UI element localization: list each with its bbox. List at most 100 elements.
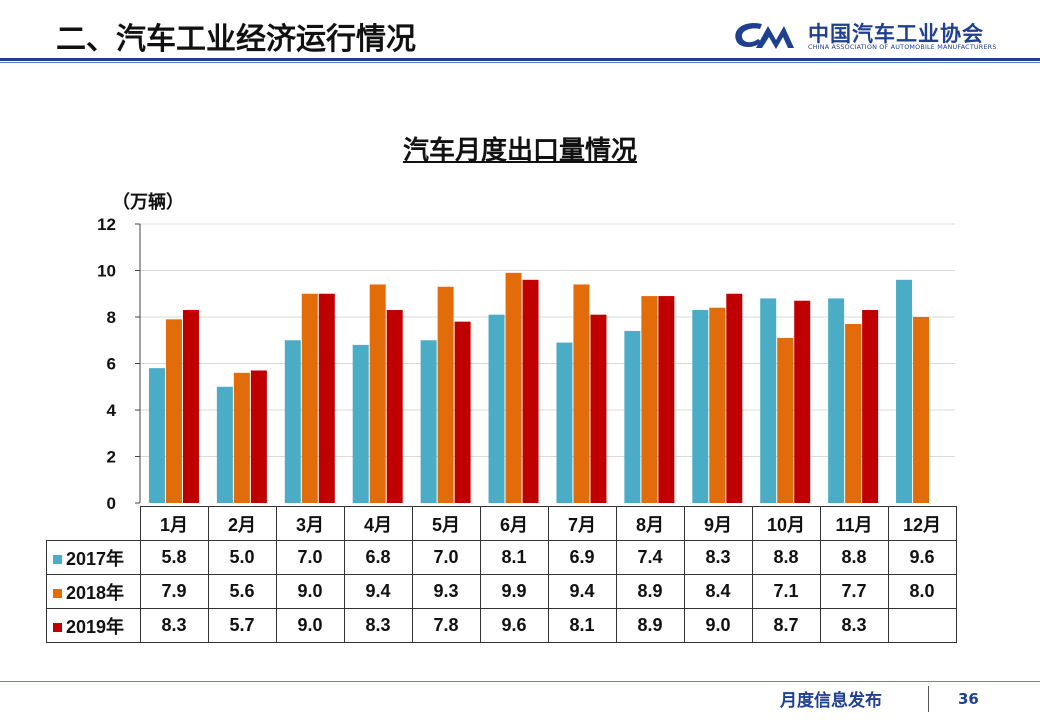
bar-2019年-3月 <box>318 293 335 503</box>
bar-2018年-11月 <box>845 323 862 503</box>
bar-2017年-1月 <box>148 368 165 503</box>
data-label: 9.4 <box>547 574 617 609</box>
data-label: 5.7 <box>207 608 277 643</box>
data-label: 9.0 <box>275 608 345 643</box>
chart-title: 汽车月度出口量情况 <box>402 136 637 166</box>
footer-label: 月度信息发布 <box>780 691 882 711</box>
category-label: 8月 <box>615 506 685 541</box>
bar-2017年-6月 <box>488 314 505 503</box>
category-label: 7月 <box>547 506 617 541</box>
logo-text-en: CHINA ASSOCIATION OF AUTOMOBILE MANUFACT… <box>808 43 997 51</box>
data-label: 8.3 <box>683 540 753 575</box>
category-label: 2月 <box>207 506 277 541</box>
bar-2019年-2月 <box>250 370 267 503</box>
data-label: 8.3 <box>343 608 413 643</box>
bar-2017年-12月 <box>896 279 913 503</box>
data-label: 9.6 <box>479 608 549 643</box>
category-label: 10月 <box>751 506 821 541</box>
bar-2019年-4月 <box>386 310 403 503</box>
data-label: 6.9 <box>547 540 617 575</box>
data-label: 7.1 <box>751 574 821 609</box>
bar-2017年-2月 <box>216 386 233 503</box>
bar-2019年-5月 <box>454 321 471 503</box>
y-tick-label: 4 <box>107 401 117 420</box>
data-label: 5.0 <box>207 540 277 575</box>
y-tick-label: 10 <box>97 262 116 281</box>
data-label: 5.8 <box>139 540 209 575</box>
bar-2018年-3月 <box>301 293 318 503</box>
y-tick-label: 0 <box>107 494 116 513</box>
bar-2019年-6月 <box>522 279 539 503</box>
caam-logo: 中国汽车工业协会 CHINA ASSOCIATION OF AUTOMOBILE… <box>732 18 1002 54</box>
data-label: 7.4 <box>615 540 685 575</box>
bar-2018年-5月 <box>437 286 454 503</box>
category-label: 1月 <box>139 506 209 541</box>
y-tick-label: 2 <box>107 448 116 467</box>
bar-2018年-12月 <box>913 317 930 503</box>
footer-vertical-divider <box>928 686 929 712</box>
header-divider-thin <box>0 62 1040 63</box>
bar-2018年-8月 <box>641 296 658 503</box>
bar-2017年-4月 <box>352 344 369 503</box>
legend-swatch <box>53 623 62 633</box>
legend-swatch <box>53 555 62 565</box>
table-corner <box>46 506 141 541</box>
data-label: 7.0 <box>275 540 345 575</box>
data-label: 8.8 <box>819 540 889 575</box>
table-row: 2018年 7.9 5.6 9.0 9.4 9.3 9.9 9.4 8.9 8.4 7.1 7.7 8.… <box>46 574 957 609</box>
legend-label: 2017年 <box>66 548 125 569</box>
category-label: 5月 <box>411 506 481 541</box>
bar-2017年-3月 <box>284 340 301 503</box>
data-label: 7.0 <box>411 540 481 575</box>
bar-2017年-8月 <box>624 330 641 503</box>
y-tick-label: 6 <box>107 355 116 374</box>
category-label: 11月 <box>819 506 889 541</box>
legend-entry: 2017年 <box>46 540 141 575</box>
bar-2019年-11月 <box>862 310 879 503</box>
bar-2017年-10月 <box>760 298 777 503</box>
bar-2018年-6月 <box>505 272 522 503</box>
header-divider <box>0 58 1040 61</box>
y-axis-unit-label: （万辆） <box>112 192 184 213</box>
data-label: 7.7 <box>819 574 889 609</box>
bar-2017年-7月 <box>556 342 573 503</box>
bar-2019年-1月 <box>182 310 199 503</box>
bar-2017年-11月 <box>828 298 845 503</box>
data-label: 8.3 <box>139 608 209 643</box>
data-label: 9.9 <box>479 574 549 609</box>
bar-2018年-4月 <box>369 284 386 503</box>
bar-2017年-9月 <box>692 310 709 503</box>
bar-2018年-10月 <box>777 337 794 503</box>
data-label: 9.3 <box>411 574 481 609</box>
data-label: 9.4 <box>343 574 413 609</box>
bar-2018年-9月 <box>709 307 726 503</box>
category-label: 12月 <box>887 506 957 541</box>
data-label: 8.3 <box>819 608 889 643</box>
table-header-row: 1月 2月 3月 4月 5月 6月 7月 8月 9月 10月 11月 12月 <box>46 506 957 541</box>
bar-2018年-7月 <box>573 284 590 503</box>
data-label: 8.0 <box>887 574 957 609</box>
y-tick-label: 12 <box>97 215 116 234</box>
category-label: 3月 <box>275 506 345 541</box>
data-label: 9.0 <box>275 574 345 609</box>
legend-label: 2019年 <box>66 616 125 637</box>
legend-swatch <box>53 589 62 599</box>
legend-entry: 2019年 <box>46 608 141 643</box>
table-row: 2019年 8.3 5.7 9.0 8.3 7.8 9.6 8.1 8.9 9.0 8.7 8.3 <box>46 608 957 643</box>
data-label: 8.7 <box>751 608 821 643</box>
data-label: 5.6 <box>207 574 277 609</box>
legend-label: 2018年 <box>66 582 125 603</box>
bar-2019年-7月 <box>590 314 607 503</box>
footer-divider <box>0 681 1040 682</box>
data-label: 9.6 <box>887 540 957 575</box>
data-label: 8.4 <box>683 574 753 609</box>
data-label <box>887 608 957 643</box>
bar-2018年-1月 <box>165 319 182 503</box>
data-table: 1月 2月 3月 4月 5月 6月 7月 8月 9月 10月 11月 12月 2017年 5.8 5.0 7.… <box>46 506 957 643</box>
data-label: 8.1 <box>547 608 617 643</box>
data-label: 8.8 <box>751 540 821 575</box>
caam-logo-mark-icon <box>735 22 794 49</box>
bar-2019年-9月 <box>726 293 743 503</box>
page-title: 二、汽车工业经济运行情况 <box>56 22 416 57</box>
